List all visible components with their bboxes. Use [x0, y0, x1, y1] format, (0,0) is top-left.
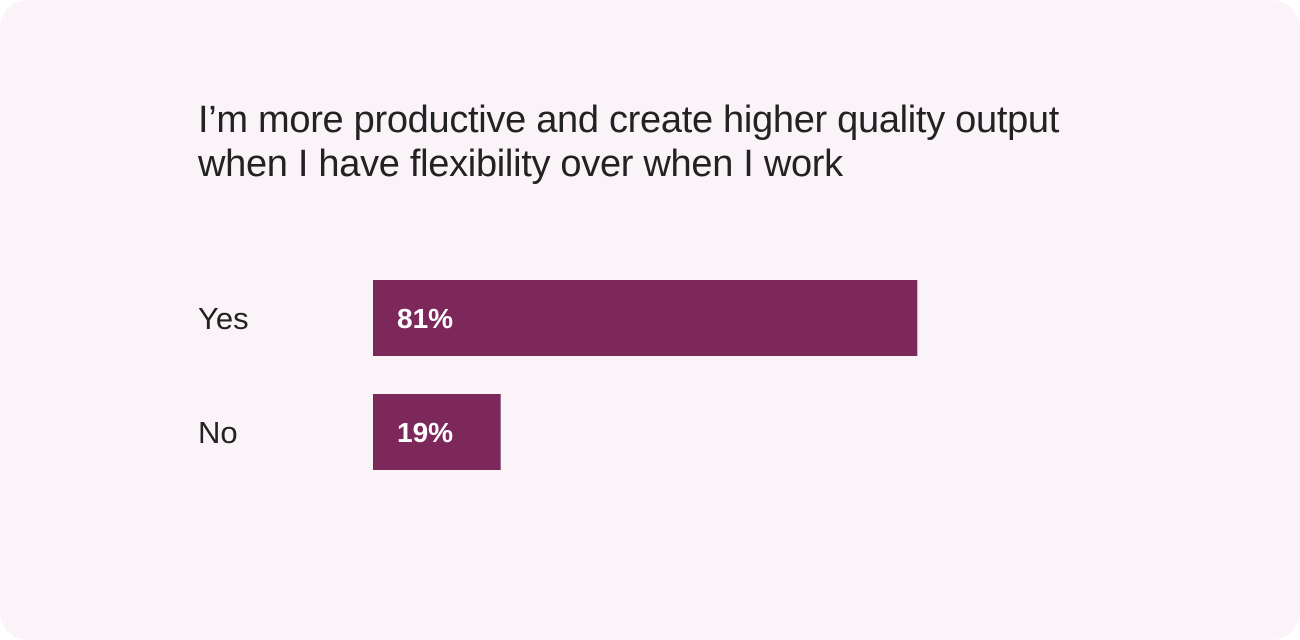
bar-yes — [373, 280, 918, 356]
chart-title: I’m more productive and create higher qu… — [198, 99, 1059, 185]
value-label-no: 19% — [397, 417, 453, 448]
category-label-no: No — [198, 415, 238, 450]
category-label-yes: Yes — [198, 301, 249, 336]
value-label-yes: 81% — [397, 303, 453, 334]
bar-no — [373, 394, 501, 470]
